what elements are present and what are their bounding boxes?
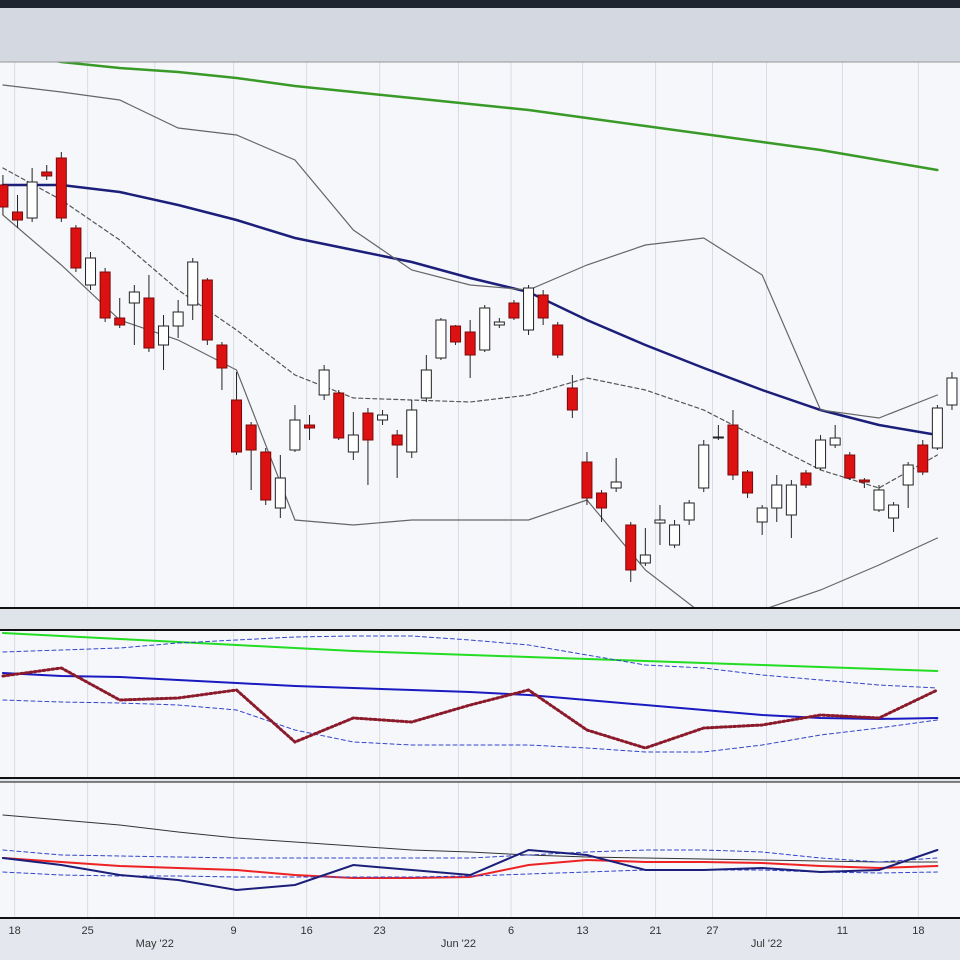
candle-body xyxy=(0,184,9,208)
candle-body xyxy=(683,502,695,521)
candle-body xyxy=(873,489,885,511)
candle-body xyxy=(815,439,827,469)
candle-body xyxy=(756,507,768,523)
candle-body xyxy=(245,424,257,451)
candle-body xyxy=(55,157,67,219)
candle-body xyxy=(727,424,739,476)
header-band xyxy=(0,8,960,62)
indicator-line xyxy=(1,672,939,721)
indicator-line xyxy=(1,848,939,892)
candle-body xyxy=(12,211,24,221)
candle-body xyxy=(420,369,432,399)
candle-body xyxy=(771,484,783,509)
indicator-line xyxy=(53,62,939,172)
candle-body xyxy=(158,325,170,346)
candle-body xyxy=(523,287,535,331)
candle-body xyxy=(917,444,929,473)
candle-body xyxy=(844,454,856,479)
indicator-line xyxy=(2,84,938,419)
x-tick-label: 6 xyxy=(508,925,514,937)
candle-body xyxy=(333,392,345,439)
indicator-line xyxy=(2,814,938,863)
candle-body xyxy=(41,171,53,177)
x-tick-label: 21 xyxy=(649,925,661,937)
candle-body xyxy=(216,344,228,369)
candle-body xyxy=(450,325,462,343)
candle-body xyxy=(172,311,184,327)
top-bar xyxy=(0,0,960,8)
candle-body xyxy=(742,471,754,494)
candle-body xyxy=(114,317,126,326)
indicator-line xyxy=(1,857,939,879)
candle-body xyxy=(99,271,111,319)
candle-body xyxy=(464,331,476,356)
indicator-line xyxy=(2,699,938,753)
candle-body xyxy=(888,504,900,519)
x-tick-label: 13 xyxy=(576,925,588,937)
x-tick-label: 11 xyxy=(837,925,848,937)
indicator-line xyxy=(1,183,939,437)
x-tick-label: Jul '22 xyxy=(751,938,782,950)
candle-body xyxy=(26,181,38,219)
x-tick-label: 18 xyxy=(912,925,924,937)
candle-body xyxy=(347,434,359,453)
candle-body xyxy=(260,451,272,501)
x-tick-label: Jun '22 xyxy=(441,938,476,950)
candle-body xyxy=(537,294,549,319)
candle-body xyxy=(931,407,943,449)
candle-body xyxy=(596,492,608,509)
x-tick-label: 23 xyxy=(373,925,385,937)
candle-body xyxy=(829,437,841,446)
indicator-line xyxy=(2,869,938,878)
candle-body xyxy=(785,484,797,516)
candle-body xyxy=(946,377,958,406)
candle-body xyxy=(493,321,505,326)
indicator-line xyxy=(1,632,939,672)
candle-body xyxy=(231,399,243,453)
x-tick-label: 25 xyxy=(81,925,93,937)
candle-body xyxy=(654,519,666,524)
candle-body xyxy=(391,434,403,446)
candle-body xyxy=(712,436,724,439)
candle-body xyxy=(508,302,520,319)
x-tick-label: 9 xyxy=(231,925,237,937)
x-tick-label: 18 xyxy=(8,925,20,937)
candle-body xyxy=(902,464,914,486)
x-tick-label: 16 xyxy=(300,925,312,937)
candle-body xyxy=(581,461,593,499)
candle-body xyxy=(479,307,491,351)
candle-body xyxy=(85,257,97,286)
candle-body xyxy=(435,319,447,359)
candle-body xyxy=(274,477,286,509)
candle-body xyxy=(128,291,140,304)
indicator-panel xyxy=(0,782,960,918)
candle-body xyxy=(362,412,374,441)
candle-body xyxy=(406,409,418,453)
candle-body xyxy=(858,479,870,483)
candle-body xyxy=(304,424,316,429)
indicator-line xyxy=(2,849,938,863)
indicator-line xyxy=(1,666,939,750)
candle-body xyxy=(318,369,330,396)
candle-body xyxy=(70,227,82,269)
candle-body xyxy=(610,481,622,489)
candle-body xyxy=(289,419,301,451)
candle-body xyxy=(377,414,389,421)
candle-body xyxy=(566,387,578,411)
candle-body xyxy=(625,524,637,571)
candle-body xyxy=(187,261,199,306)
candle-body xyxy=(800,472,812,486)
x-tick-label: May '22 xyxy=(136,938,174,950)
x-axis-band xyxy=(0,918,960,960)
candle-body xyxy=(143,297,155,349)
candle-body xyxy=(201,279,213,341)
candle-body xyxy=(639,554,651,564)
x-tick-label: 27 xyxy=(706,925,718,937)
candle-body xyxy=(698,444,710,489)
candle-body xyxy=(552,324,564,356)
indicator-line xyxy=(2,635,938,689)
indicator-line xyxy=(2,167,938,489)
candle-body xyxy=(669,524,681,546)
